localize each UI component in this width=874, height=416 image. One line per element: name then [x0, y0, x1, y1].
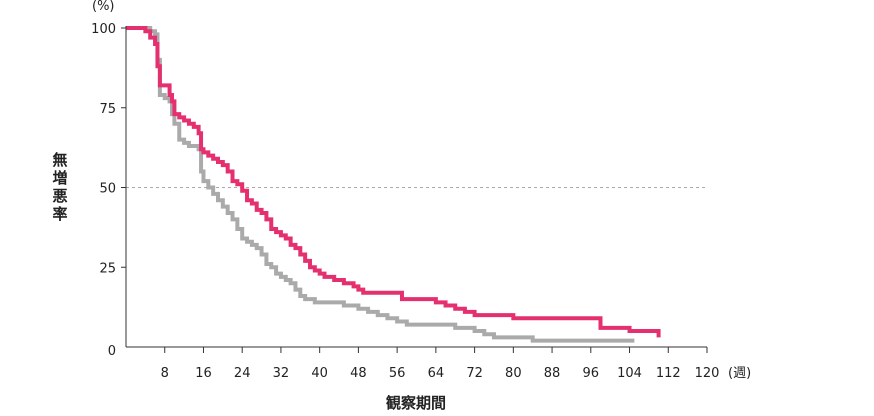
x-tick-label: 24: [234, 366, 251, 381]
y-tick-label: 25: [99, 261, 116, 276]
x-tick-label: 112: [656, 366, 681, 381]
x-tick-label: 72: [466, 366, 483, 381]
axes: 0 25 50 75 100 8 16 24 32 40 48 56 64 72 80 88 96 104 112 1…: [91, 22, 719, 381]
y-tick-label: 75: [99, 102, 116, 117]
x-unit-label: (週): [728, 366, 751, 381]
x-tick-label: 64: [428, 366, 445, 381]
x-tick-label: 88: [544, 366, 561, 381]
x-tick-label: 32: [273, 366, 290, 381]
y-tick-label: 0: [108, 344, 116, 359]
x-tick-label: 8: [161, 366, 169, 381]
x-tick-label: 120: [695, 366, 720, 381]
series-group: [126, 26, 661, 343]
x-tick-label: 48: [350, 366, 367, 381]
x-tick-label: 104: [617, 366, 642, 381]
y-unit-label: (%): [92, 0, 115, 14]
x-tick-label: 56: [389, 366, 406, 381]
labels: (%) (週) 観察期間 無増悪率: [52, 0, 751, 412]
x-tick-label: 96: [583, 366, 600, 381]
x-tick-label: 80: [505, 366, 522, 381]
x-tick-label: 16: [195, 366, 212, 381]
y-tick-label: 100: [91, 22, 116, 37]
series-line-2: [126, 26, 661, 338]
y-axis-title: 無増悪率: [52, 151, 67, 223]
y-tick-label: 50: [99, 182, 116, 197]
series-line-1: [126, 26, 635, 343]
x-axis-title: 観察期間: [386, 394, 446, 412]
x-tick-label: 40: [311, 366, 328, 381]
